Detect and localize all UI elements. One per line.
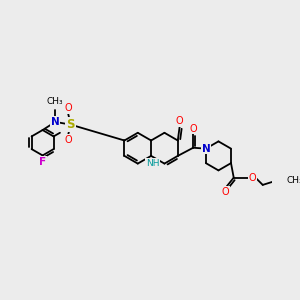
Text: N: N	[202, 144, 210, 154]
Text: S: S	[66, 118, 75, 131]
Text: NH: NH	[146, 159, 160, 168]
Text: CH₃: CH₃	[286, 176, 300, 185]
Text: F: F	[39, 157, 46, 167]
Text: O: O	[64, 103, 72, 113]
Text: O: O	[176, 116, 183, 127]
Text: O: O	[249, 172, 256, 183]
Text: O: O	[189, 124, 197, 134]
Text: N: N	[51, 117, 60, 127]
Text: O: O	[64, 135, 72, 145]
Text: CH₃: CH₃	[47, 98, 64, 106]
Text: O: O	[222, 187, 230, 197]
